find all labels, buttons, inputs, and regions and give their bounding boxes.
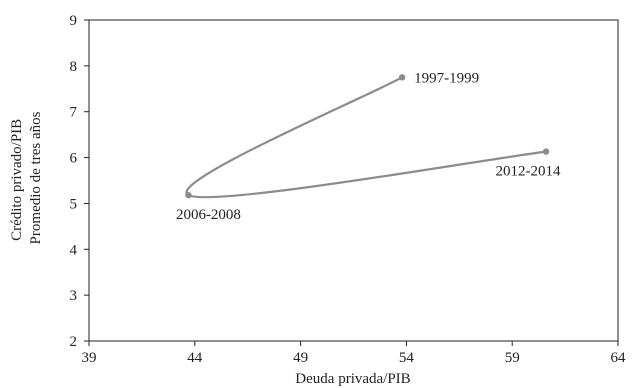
data-point-marker	[398, 74, 406, 81]
y-axis-title-line-1: Crédito privado/PIB	[9, 119, 25, 241]
x-tick-label: 39	[82, 350, 97, 366]
y-axis-ticks: 2 3 4 5 6 7 8 9	[70, 13, 89, 350]
y-tick-label: 4	[70, 242, 78, 258]
plot-area-frame	[88, 19, 619, 342]
data-point-label: 2006-2008	[176, 207, 241, 223]
y-axis-title: Crédito privado/PIB Promedio de tres año…	[9, 111, 44, 244]
x-tick-label: 59	[505, 350, 520, 366]
y-tick-label: 6	[70, 151, 78, 167]
data-point-marker	[542, 148, 550, 155]
series-layer	[185, 74, 550, 199]
series-line	[185, 76, 548, 199]
y-tick-label: 5	[70, 196, 78, 212]
x-tick-label: 54	[399, 350, 415, 366]
x-tick-label: 49	[293, 350, 308, 366]
y-tick-label: 3	[70, 288, 78, 304]
point-labels: 1997-1999 2006-2008 2012-2014	[176, 70, 561, 223]
data-point-label: 2012-2014	[496, 164, 561, 180]
x-axis-title: Deuda privada/PIB	[295, 371, 410, 387]
y-tick-label: 8	[70, 59, 78, 75]
data-point-label: 1997-1999	[414, 70, 479, 86]
x-tick-label: 44	[187, 350, 203, 366]
x-tick-label: 64	[611, 350, 627, 366]
x-axis-ticks: 39 44 49 54 59 64	[82, 341, 627, 366]
data-point-marker	[185, 191, 192, 199]
y-axis-title-line-2: Promedio de tres años	[28, 111, 44, 244]
y-tick-label: 7	[70, 105, 78, 121]
y-tick-label: 9	[70, 13, 78, 29]
y-tick-label: 2	[70, 334, 78, 350]
